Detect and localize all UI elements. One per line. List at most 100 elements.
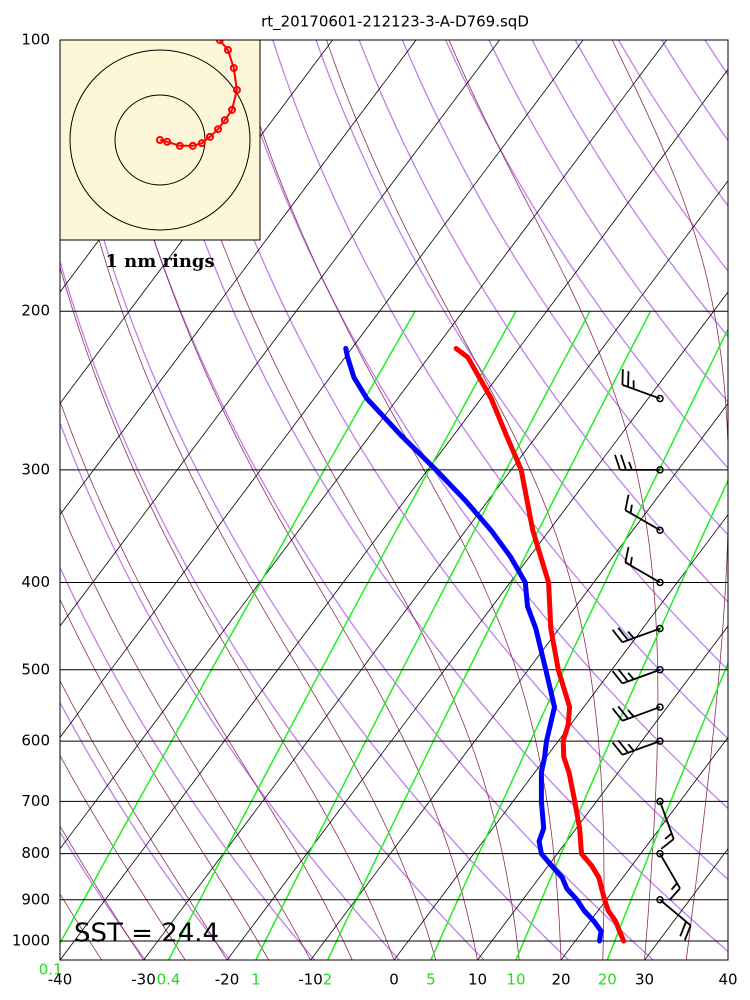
wind-barb <box>611 737 664 756</box>
wind-barb <box>656 849 681 901</box>
barb-staff <box>622 740 661 756</box>
y-tick-label: 700 <box>21 792 50 810</box>
moist-adiabat <box>60 825 144 960</box>
dry-adiabat <box>445 40 728 470</box>
y-tick-label: 400 <box>21 573 50 591</box>
barb-staff <box>622 627 661 644</box>
mixing-ratio-line <box>606 661 728 960</box>
dry-adiabat <box>228 40 728 810</box>
dry-adiabat <box>99 40 654 960</box>
x-tick-label: 20 <box>551 971 570 989</box>
hodograph-point <box>223 46 232 54</box>
profile-line <box>453 346 627 944</box>
barb-staff <box>659 853 681 889</box>
barb-full <box>683 925 692 941</box>
y-tick-label: 800 <box>21 844 50 862</box>
barb-full <box>611 629 624 643</box>
mixing-ratio-line <box>255 310 591 960</box>
isotherm <box>60 40 500 627</box>
barb-base <box>656 849 664 858</box>
profiles <box>343 346 627 944</box>
mixing-ratio-label: 1 <box>251 971 261 989</box>
barb-full <box>617 668 629 682</box>
wind-barb <box>656 797 675 850</box>
isotherm <box>477 625 728 960</box>
wind-barb <box>614 454 664 474</box>
dry-adiabat <box>60 957 62 960</box>
y-tick-label: 300 <box>21 460 50 478</box>
barb-staff <box>624 561 661 584</box>
wind-barb <box>611 703 664 722</box>
wind-barb <box>611 666 664 685</box>
barb-base <box>656 394 664 403</box>
barb-half <box>628 461 633 471</box>
hodograph-point <box>232 86 241 95</box>
mixing-ratio-label: 2 <box>323 971 333 989</box>
barb-full <box>624 494 630 511</box>
mixing-ratio-line <box>60 310 416 945</box>
barb-base <box>656 703 664 711</box>
moist-adiabat <box>60 679 228 960</box>
barb-half <box>627 743 635 752</box>
mixing-ratio-line <box>326 310 652 960</box>
moist-adiabat <box>102 40 478 960</box>
barb-full <box>624 546 630 563</box>
moist-adiabat <box>60 400 353 960</box>
barb-full <box>611 741 624 756</box>
dry-adiabat <box>60 831 146 960</box>
hodograph <box>69 40 251 231</box>
mixing-ratio-line <box>430 327 728 960</box>
x-tick-label: -40 <box>48 971 73 989</box>
barb-full <box>620 454 627 471</box>
barb-half <box>627 631 635 639</box>
hodograph-point <box>228 105 236 114</box>
isotherm <box>143 180 728 960</box>
y-tick-label: 100 <box>21 31 50 49</box>
mixing-ratio-label: 0.4 <box>157 971 181 989</box>
chart-title: rt_20170601-212123-3-A-D769.sqD <box>261 13 529 32</box>
moist-adiabat <box>727 957 728 960</box>
hodograph-point <box>175 141 184 150</box>
dry-adiabat <box>60 55 570 960</box>
moist-adiabat <box>60 265 395 960</box>
barb-base <box>656 797 664 806</box>
labels: 0.10.4 1 2 5 10 20100200300400500600700800900… <box>12 31 738 989</box>
x-tick-label: 40 <box>718 971 737 989</box>
hodograph-point <box>214 125 223 134</box>
moist-adiabat <box>60 893 103 960</box>
barb-base <box>656 578 664 587</box>
y-tick-label: 900 <box>21 890 50 908</box>
barb-full <box>617 705 629 720</box>
dry-adiabat <box>60 701 231 960</box>
isotherm <box>60 40 667 850</box>
mixing-ratio-line <box>515 478 728 960</box>
barb-full <box>611 670 624 685</box>
x-tick-label: -30 <box>131 971 156 989</box>
barb-half <box>627 709 635 718</box>
hodograph-ring <box>69 49 251 231</box>
barb-full <box>668 887 681 901</box>
x-tick-label: 30 <box>635 971 654 989</box>
barb-half <box>664 832 673 840</box>
moist-adiabat <box>0 40 18 960</box>
x-tick-label: 10 <box>468 971 487 989</box>
barb-full <box>679 921 687 937</box>
barb-full <box>617 739 629 754</box>
isotherm <box>60 68 728 960</box>
wind-barb <box>611 624 664 644</box>
moist-adiabat <box>233 40 562 960</box>
isotherm <box>560 736 728 960</box>
dry-adiabat <box>617 40 728 207</box>
y-tick-label: 1000 <box>12 932 50 950</box>
moist-adiabat <box>448 40 659 960</box>
dry-adiabat <box>142 40 728 953</box>
wind-barb <box>624 546 664 587</box>
hodograph-label: 1 nm rings <box>105 251 214 272</box>
hodograph-point <box>205 132 214 141</box>
mixing-ratio-label: 5 <box>426 971 436 989</box>
hodograph-point <box>197 139 206 148</box>
hodograph-point <box>188 141 197 150</box>
wind-barb <box>656 896 692 941</box>
